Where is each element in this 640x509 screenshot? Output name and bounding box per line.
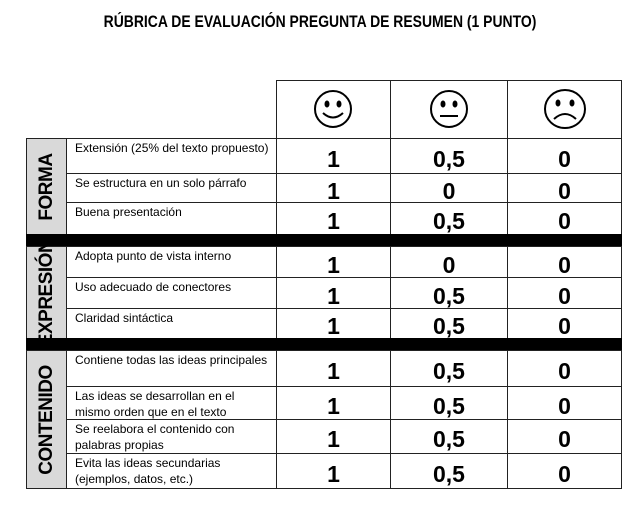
separator: [26, 338, 622, 350]
category-cell: FORMA: [26, 138, 67, 235]
score-cell: 1: [276, 419, 391, 454]
score-cell: 0: [507, 308, 622, 339]
score-cell: 0: [507, 173, 622, 204]
score-cell: 1: [276, 350, 391, 387]
score-cell: 1: [276, 202, 391, 235]
score-cell: 0: [507, 350, 622, 387]
score-cell: 0,5: [390, 202, 508, 235]
criterion-cell: Se reelabora el contenido con palabras p…: [66, 419, 277, 454]
separator: [26, 234, 622, 246]
score-cell: 0,5: [390, 419, 508, 454]
score-cell: 0,5: [390, 308, 508, 339]
score-cell: 1: [276, 138, 391, 174]
category-cell: EXPRESIÓN: [26, 239, 67, 346]
category-label: EXPRESIÓN: [35, 239, 57, 346]
criterion-cell: Contiene todas las ideas principales: [66, 350, 277, 387]
header-happy: [276, 80, 391, 139]
score-cell: 0: [507, 138, 622, 174]
category-label: CONTENIDO: [35, 364, 57, 475]
category-cell: CONTENIDO: [26, 350, 67, 489]
score-cell: 0: [507, 202, 622, 235]
score-cell: 0,5: [390, 453, 508, 489]
header-neutral: [390, 80, 508, 139]
score-cell: 0,5: [390, 138, 508, 174]
criterion-cell: Extensión (25% del texto propuesto): [66, 138, 277, 174]
score-cell: 1: [276, 453, 391, 489]
score-cell: 0,5: [390, 350, 508, 387]
score-cell: 0: [390, 173, 508, 204]
criterion-cell: Las ideas se desarrollan en el mismo ord…: [66, 386, 277, 420]
category-label: FORMA: [35, 152, 57, 221]
score-cell: 1: [276, 308, 391, 339]
criterion-cell: Uso adecuado de conectores: [66, 277, 277, 309]
score-cell: 0: [507, 419, 622, 454]
criterion-cell: Adopta punto de vista interno: [66, 246, 277, 278]
happy-face: [314, 90, 352, 128]
score-cell: 0: [507, 386, 622, 420]
score-cell: 0: [507, 453, 622, 489]
neutral-face: [430, 90, 468, 128]
header-sad: [507, 80, 622, 139]
score-cell: 0: [507, 277, 622, 309]
criterion-cell: Evita las ideas secundarias (ejemplos, d…: [66, 453, 277, 489]
score-cell: 0,5: [390, 386, 508, 420]
score-cell: 1: [276, 386, 391, 420]
score-cell: 1: [276, 173, 391, 204]
score-cell: 0,5: [390, 277, 508, 309]
title: RÚBRICA DE EVALUACIÓN PREGUNTA DE RESUME…: [103, 12, 537, 31]
criterion-cell: Buena presentación: [66, 202, 277, 235]
score-cell: 0: [390, 246, 508, 278]
criterion-cell: Claridad sintáctica: [66, 308, 277, 339]
score-cell: 0: [507, 246, 622, 278]
criterion-cell: Se estructura en un solo párrafo: [66, 173, 277, 203]
score-cell: 1: [276, 277, 391, 309]
sad-face: [544, 89, 586, 129]
score-cell: 1: [276, 246, 391, 278]
